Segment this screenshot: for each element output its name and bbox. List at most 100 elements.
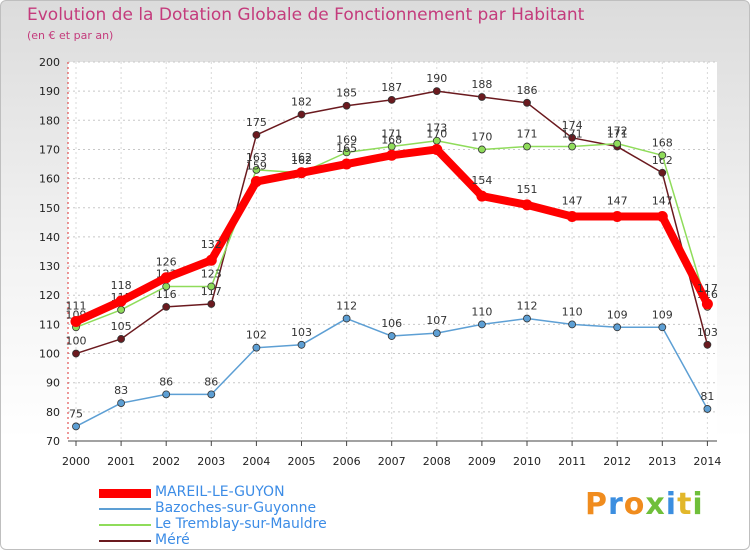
- legend-label-bazoches: Bazoches-sur-Guyonne: [155, 500, 317, 516]
- logo-letter: i: [665, 487, 678, 522]
- data-point: [523, 314, 531, 323]
- plot-area: [68, 62, 717, 441]
- data-label: 182: [291, 95, 312, 108]
- logo-letter: P: [585, 487, 608, 522]
- x-tick-label: 2011: [558, 455, 586, 468]
- data-label: 86: [159, 375, 173, 388]
- data-point: [703, 340, 712, 349]
- y-tick-label: 150: [39, 202, 60, 215]
- y-tick-label: 160: [39, 173, 60, 186]
- data-label: 110: [562, 305, 583, 318]
- data-label: 83: [114, 384, 128, 397]
- data-label: 171: [517, 128, 538, 141]
- data-label: 126: [156, 256, 177, 269]
- data-label: 159: [246, 160, 267, 173]
- data-point: [162, 302, 171, 311]
- data-label: 117: [697, 282, 718, 295]
- data-label: 86: [204, 375, 218, 388]
- data-point: [431, 143, 443, 155]
- data-label: 151: [517, 183, 538, 196]
- data-label: 147: [607, 195, 628, 208]
- data-label: 185: [336, 87, 357, 100]
- data-label: 102: [246, 329, 267, 342]
- data-point: [250, 176, 262, 188]
- data-point: [162, 282, 171, 291]
- data-point: [252, 130, 261, 139]
- legend-swatch-tremblay: [99, 524, 151, 526]
- data-label: 188: [471, 78, 492, 91]
- data-label: 132: [201, 238, 222, 251]
- data-point: [476, 190, 488, 202]
- x-tick-label: 2012: [603, 455, 631, 468]
- data-label: 103: [291, 326, 312, 339]
- data-label: 169: [336, 133, 357, 146]
- data-point: [432, 87, 441, 96]
- x-tick-label: 2014: [693, 455, 721, 468]
- data-point: [162, 390, 171, 399]
- data-point: [611, 211, 623, 223]
- data-point: [72, 422, 80, 431]
- y-tick-label: 70: [46, 435, 60, 448]
- legend-swatch-mere: [99, 540, 151, 542]
- data-point: [613, 139, 622, 148]
- data-point: [160, 272, 172, 284]
- data-point: [568, 133, 576, 142]
- data-point: [523, 98, 531, 107]
- data-point: [568, 320, 576, 329]
- data-label: 81: [700, 390, 714, 403]
- data-label: 103: [697, 326, 718, 339]
- data-point: [297, 340, 306, 349]
- legend-label-tremblay: Le Tremblay-sur-Mauldre: [155, 516, 327, 532]
- legend-swatch-bazoches: [99, 508, 151, 510]
- y-tick-label: 200: [39, 56, 60, 69]
- data-point: [613, 323, 622, 332]
- data-point: [342, 314, 351, 323]
- data-point: [252, 165, 261, 174]
- data-point: [387, 332, 396, 340]
- data-point: [521, 199, 533, 211]
- data-label: 175: [246, 116, 267, 129]
- data-label: 186: [517, 84, 538, 97]
- data-point: [341, 158, 353, 170]
- legend-swatch-mareil: [99, 489, 151, 498]
- data-point: [296, 167, 307, 179]
- data-label: 123: [201, 267, 222, 280]
- data-label: 171: [562, 128, 583, 141]
- data-label: 112: [517, 300, 538, 313]
- y-tick-label: 190: [39, 85, 60, 98]
- data-label: 171: [607, 128, 628, 141]
- data-label: 106: [381, 317, 402, 330]
- data-point: [387, 96, 396, 104]
- data-label: 116: [156, 288, 177, 301]
- data-point: [477, 320, 486, 329]
- data-label: 162: [652, 154, 673, 167]
- data-label: 163: [246, 151, 267, 164]
- data-label: 110: [471, 305, 492, 318]
- data-point: [117, 335, 125, 343]
- data-label: 109: [652, 308, 673, 321]
- data-point: [658, 323, 667, 332]
- data-label: 173: [426, 122, 447, 135]
- data-label: 170: [471, 130, 492, 143]
- x-tick-label: 2006: [333, 455, 361, 468]
- data-point: [703, 405, 712, 413]
- data-label: 112: [336, 300, 357, 313]
- data-label: 147: [652, 195, 673, 208]
- y-tick-label: 110: [39, 318, 60, 331]
- data-label: 105: [111, 320, 132, 333]
- x-tick-label: 2007: [378, 455, 406, 468]
- logo-letter: o: [623, 487, 646, 522]
- x-tick-label: 2010: [513, 455, 541, 468]
- data-point: [432, 329, 441, 338]
- y-tick-label: 80: [46, 406, 60, 419]
- data-label: 172: [607, 125, 628, 138]
- data-point: [701, 298, 713, 310]
- data-point: [568, 142, 576, 151]
- data-point: [207, 300, 216, 308]
- x-tick-label: 2013: [648, 455, 676, 468]
- data-label: 168: [381, 133, 402, 146]
- data-point: [566, 211, 578, 223]
- data-label: 171: [381, 128, 402, 141]
